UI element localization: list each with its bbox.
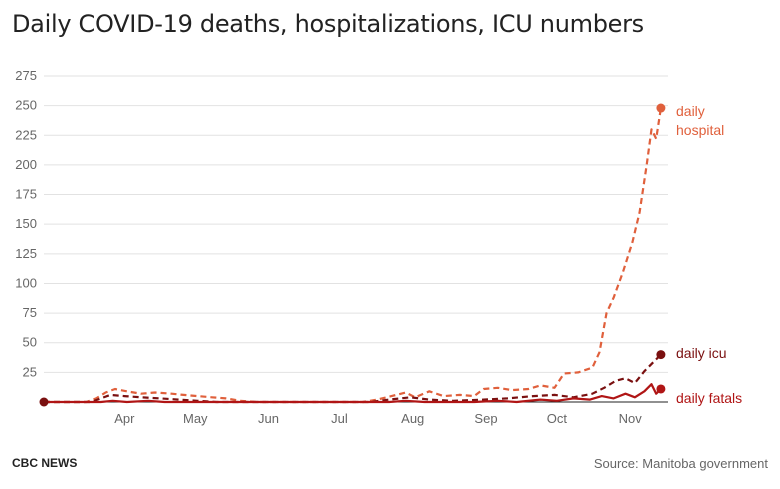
y-axis-ticks: 25 50 75 100 125 150 175 200 225 250 275 bbox=[15, 68, 37, 379]
x-axis-ticks: Apr May Jun Jul Aug Sep Oct Nov bbox=[114, 411, 642, 426]
series-line-daily-fatals bbox=[44, 383, 662, 404]
y-tick-label-75: 75 bbox=[23, 305, 37, 320]
y-tick-label-200: 200 bbox=[15, 157, 37, 172]
series-line-daily-icu bbox=[44, 353, 662, 404]
gridlines bbox=[44, 75, 668, 373]
y-tick-label-275: 275 bbox=[15, 68, 37, 83]
x-tick-label-nov: Nov bbox=[619, 411, 643, 426]
x-tick-label-oct: Oct bbox=[547, 411, 568, 426]
y-tick-label-175: 175 bbox=[15, 187, 37, 202]
y-tick-label-125: 125 bbox=[15, 246, 37, 261]
x-tick-label-jun: Jun bbox=[258, 411, 279, 426]
y-tick-label-100: 100 bbox=[15, 275, 37, 290]
y-tick-label-225: 225 bbox=[15, 127, 37, 142]
endpoint-daily-fatals bbox=[656, 384, 666, 394]
endpoint-daily-icu bbox=[656, 350, 666, 360]
y-tick-label-250: 250 bbox=[15, 98, 37, 113]
brand-logo-text: CBC NEWS bbox=[12, 456, 78, 470]
endpoint-daily-hospital bbox=[656, 103, 666, 113]
y-tick-label-150: 150 bbox=[15, 216, 37, 231]
series-lines bbox=[44, 107, 662, 404]
x-tick-label-apr: Apr bbox=[114, 411, 135, 426]
source-note: Source: Manitoba government bbox=[593, 456, 768, 471]
series-label-daily-fatals: daily fatals bbox=[676, 390, 742, 406]
series-labels: daily hospital daily icu daily fatals bbox=[676, 103, 742, 406]
x-tick-label-may: May bbox=[183, 411, 208, 426]
start-point-marker bbox=[39, 397, 49, 407]
x-tick-label-aug: Aug bbox=[401, 411, 424, 426]
chart-title: Daily COVID-19 deaths, hospitalizations,… bbox=[12, 10, 644, 38]
x-tick-label-sep: Sep bbox=[474, 411, 497, 426]
series-label-daily-hospital: daily hospital bbox=[676, 103, 724, 138]
series-endpoints bbox=[39, 103, 666, 407]
series-label-daily-icu: daily icu bbox=[676, 345, 727, 361]
x-tick-label-jul: Jul bbox=[331, 411, 348, 426]
y-tick-label-50: 50 bbox=[23, 335, 37, 350]
series-line-daily-hospital bbox=[44, 107, 662, 404]
y-tick-label-25: 25 bbox=[23, 364, 37, 379]
